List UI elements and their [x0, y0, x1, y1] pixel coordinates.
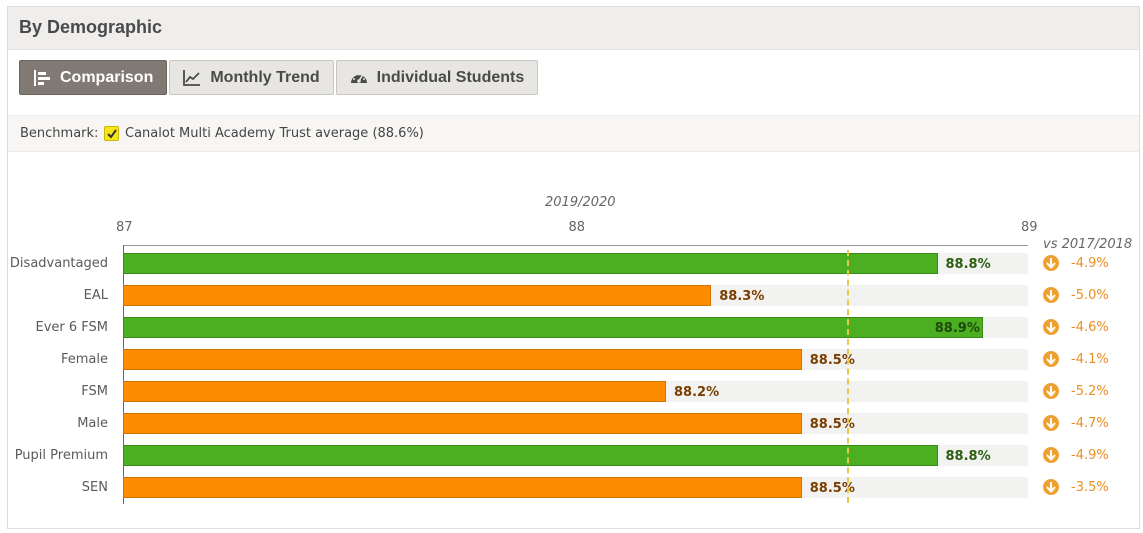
arrow-down-icon — [1043, 447, 1059, 463]
tab-comparison[interactable]: Comparison — [19, 60, 168, 95]
benchmark-checkbox[interactable] — [104, 126, 119, 141]
change-value: -4.9% — [1071, 448, 1109, 463]
change-value: -5.0% — [1071, 288, 1109, 303]
category-label: Pupil Premium — [14, 448, 108, 463]
category-label: EAL — [83, 288, 108, 303]
check-icon — [107, 129, 117, 139]
change-value: -4.6% — [1071, 320, 1109, 335]
bar-value-label: 88.9% — [934, 321, 980, 336]
change-value: -4.1% — [1071, 352, 1109, 367]
x-tick-label: 88 — [568, 220, 586, 235]
change-value: -5.2% — [1071, 384, 1109, 399]
category-label: Female — [60, 352, 108, 367]
bar-value-label: 88.3% — [719, 289, 765, 304]
bar-chart-icon — [34, 69, 50, 86]
bar-value-label: 88.2% — [674, 385, 720, 400]
arrow-down-icon — [1043, 415, 1059, 431]
category-label: FSM — [81, 384, 108, 399]
gauge-icon — [350, 73, 367, 83]
chart-title: 2019/2020 — [545, 195, 616, 210]
change-value: -3.5% — [1071, 480, 1109, 495]
bar-value-label: 88.5% — [809, 481, 855, 496]
data-bar[interactable] — [123, 285, 712, 306]
bar-value-label: 88.8% — [945, 449, 991, 464]
arrow-down-icon — [1043, 351, 1059, 367]
x-axis-line — [123, 245, 1028, 246]
arrow-down-icon — [1043, 479, 1059, 495]
tab-comparison-label: Comparison — [60, 68, 154, 86]
view-tabs: Comparison Monthly Trend Individual Stud… — [19, 60, 540, 95]
arrow-down-icon — [1043, 287, 1059, 303]
change-value: -4.7% — [1071, 416, 1109, 431]
benchmark-bar: Benchmark: Canalot Multi Academy Trust a… — [8, 115, 1139, 152]
data-bar[interactable] — [123, 317, 983, 338]
data-bar[interactable] — [123, 253, 938, 274]
change-value: -4.9% — [1071, 256, 1109, 271]
tab-monthly-trend[interactable]: Monthly Trend — [169, 60, 334, 95]
line-chart-icon — [183, 69, 201, 86]
tab-individual-students-label: Individual Students — [376, 68, 525, 86]
comparison-label: vs 2017/2018 — [1043, 237, 1133, 252]
x-tick-label: 89 — [1021, 220, 1038, 235]
arrow-down-icon — [1043, 383, 1059, 399]
tab-monthly-trend-label: Monthly Trend — [210, 68, 320, 86]
bar-value-label: 88.8% — [945, 257, 991, 272]
benchmark-label: Benchmark: — [20, 126, 99, 141]
data-bar[interactable] — [123, 445, 938, 466]
data-bar[interactable] — [123, 381, 666, 402]
tab-individual-students[interactable]: Individual Students — [335, 60, 539, 95]
y-axis-line — [123, 245, 124, 504]
bar-value-label: 88.5% — [809, 353, 855, 368]
data-bar[interactable] — [123, 477, 802, 498]
category-label: SEN — [81, 480, 108, 495]
category-label: Ever 6 FSM — [35, 320, 108, 335]
category-label: Male — [77, 416, 108, 431]
benchmark-text: Canalot Multi Academy Trust average (88.… — [125, 126, 424, 141]
data-bar[interactable] — [123, 413, 802, 434]
data-bar[interactable] — [123, 349, 802, 370]
panel-header: By Demographic — [8, 7, 1139, 50]
x-tick-label: 87 — [116, 220, 133, 235]
arrow-down-icon — [1043, 319, 1059, 335]
arrow-down-icon — [1043, 255, 1059, 271]
category-label: Disadvantaged — [9, 256, 108, 271]
benchmark-line — [847, 250, 849, 503]
panel-title: By Demographic — [19, 17, 163, 37]
bar-value-label: 88.5% — [809, 417, 855, 432]
